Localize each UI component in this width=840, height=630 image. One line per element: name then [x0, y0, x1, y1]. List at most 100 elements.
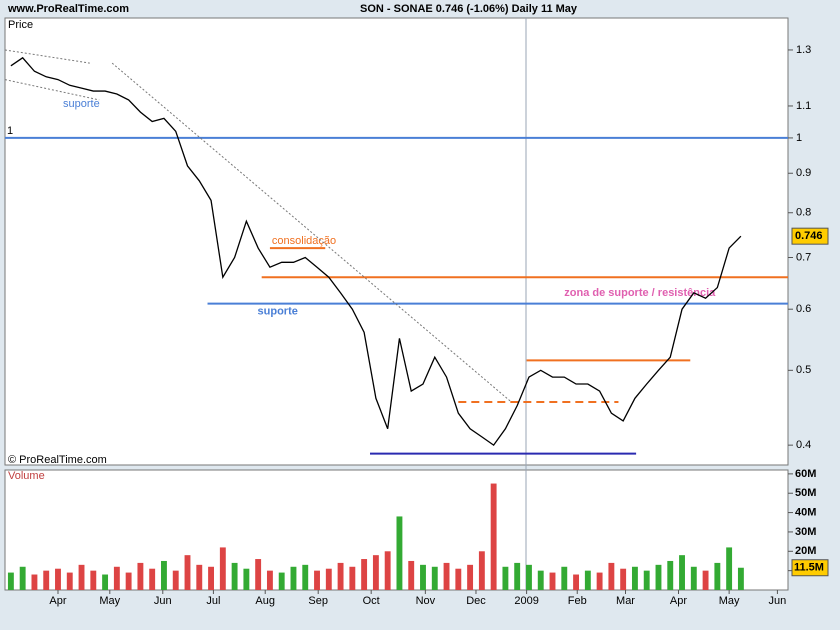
price-tag-box — [791, 227, 829, 245]
volume-bar — [431, 566, 438, 590]
volume-bar — [266, 570, 273, 590]
volume-bar — [443, 562, 450, 590]
volume-bar — [737, 567, 744, 590]
volume-bar — [620, 568, 627, 590]
x-tick-label: Jul — [206, 595, 220, 607]
y-tick-label: 0.4 — [796, 439, 811, 451]
trend-line — [111, 62, 512, 403]
y-tick-label: 0.5 — [796, 364, 811, 376]
volume-bar — [490, 483, 497, 590]
price-tag: 0.746 — [795, 230, 823, 242]
v-tick-label: 40M — [795, 506, 816, 518]
y-tick-label: 0.6 — [796, 303, 811, 315]
volume-bar — [149, 568, 156, 590]
volume-bar — [66, 572, 73, 590]
x-tick-label: Dec — [466, 595, 486, 607]
x-tick-label: Mar — [616, 595, 635, 607]
y-tick-label: 0.9 — [796, 167, 811, 179]
volume-bar — [396, 516, 403, 590]
volume-bar — [361, 559, 368, 590]
copyright: © ProRealTime.com — [8, 454, 107, 466]
x-tick-label: Sep — [308, 595, 328, 607]
volume-bar — [714, 562, 721, 590]
volume-bar — [55, 568, 61, 590]
y-tick-label: 1.1 — [796, 100, 811, 112]
level-label: zona de suporte / resistência — [564, 287, 716, 299]
volume-bar — [255, 559, 262, 590]
volume-bar — [549, 572, 556, 590]
volume-bar — [631, 566, 638, 590]
trend-line — [4, 79, 100, 101]
volume-bar — [502, 566, 509, 590]
v-tick-label: 20M — [795, 545, 816, 557]
volume-bar — [537, 570, 544, 590]
volume-bar — [172, 570, 179, 590]
volume-bar — [726, 547, 733, 590]
volume-bar — [90, 570, 97, 590]
level-label: suporte — [258, 306, 298, 318]
y-tick-label: 0.7 — [796, 251, 811, 263]
volume-bar — [113, 566, 120, 590]
price-panel — [4, 17, 789, 466]
v-tick-label: 30M — [795, 526, 816, 538]
volume-bar — [184, 555, 191, 590]
volume-bar — [349, 566, 356, 590]
x-tick-label: Aug — [255, 595, 275, 607]
x-tick-label: May — [99, 595, 120, 607]
volume-bar — [78, 564, 85, 590]
volume-bar — [337, 562, 344, 590]
volume-bar — [608, 562, 615, 590]
left-marker: 1 — [7, 125, 13, 137]
volume-bar — [514, 562, 521, 590]
x-tick-label: May — [719, 595, 740, 607]
x-tick-label: Feb — [568, 595, 587, 607]
volume-tag: 11.5M — [794, 562, 824, 574]
volume-bar — [667, 560, 674, 590]
volume-bar — [420, 564, 426, 590]
trend-label: suporte — [63, 98, 100, 110]
volume-bar — [314, 570, 320, 590]
price-line — [10, 56, 742, 447]
volume-bar — [208, 566, 214, 590]
x-tick-label: Jun — [769, 595, 787, 607]
volume-bar — [643, 570, 650, 590]
x-tick-label: Apr — [49, 595, 66, 607]
volume-bar — [584, 570, 591, 590]
volume-bar — [19, 566, 26, 590]
volume-bar — [161, 560, 167, 590]
volume-label: Volume — [8, 470, 45, 482]
volume-bar — [455, 568, 462, 590]
y-tick-label: 0.8 — [796, 207, 811, 219]
volume-bar — [372, 555, 379, 590]
y-tick-label: 1.3 — [796, 44, 811, 56]
volume-bar — [137, 562, 144, 590]
volume-bar — [243, 568, 250, 590]
volume-bar — [526, 564, 532, 590]
x-tick-label: Nov — [416, 595, 436, 607]
volume-bar — [7, 572, 14, 590]
x-tick-label: Apr — [670, 595, 687, 607]
volume-bar — [679, 555, 685, 590]
volume-bar — [125, 572, 132, 590]
x-tick-label: Jun — [154, 595, 172, 607]
volume-bar — [702, 570, 709, 590]
volume-bar — [573, 574, 580, 590]
volume-bar — [196, 564, 203, 590]
volume-bar — [231, 562, 238, 590]
volume-bar — [302, 564, 309, 590]
volume-bar — [408, 560, 415, 590]
volume-bar — [290, 566, 297, 590]
volume-bar — [478, 551, 485, 590]
volume-bar — [43, 570, 50, 590]
volume-bar — [384, 551, 391, 590]
volume-bar — [31, 574, 38, 590]
volume-bar — [596, 572, 603, 590]
v-tick-label: 60M — [795, 468, 816, 480]
level-label: consolidação — [272, 235, 336, 247]
volume-bar — [690, 566, 697, 590]
volume-bar — [219, 547, 226, 590]
volume-bar — [467, 564, 474, 590]
volume-tag-box — [791, 559, 829, 577]
volume-bar — [561, 566, 568, 590]
